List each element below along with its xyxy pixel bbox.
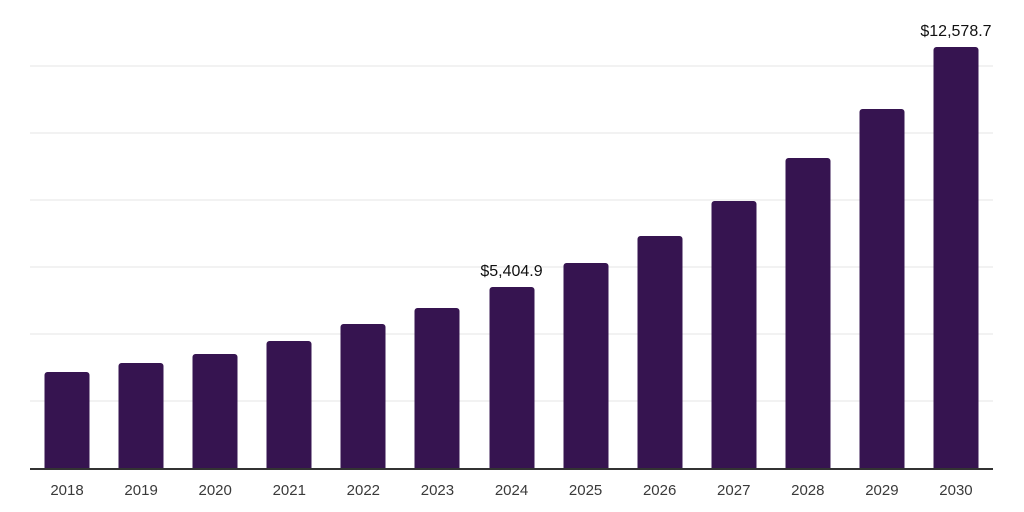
x-axis: 2018 2019 2020 2021 2022 2023 2024 2025 2026 2027… [30, 482, 993, 499]
bar-band [326, 1, 400, 468]
bar-band [104, 1, 178, 468]
x-axis-tick-label: 2025 [568, 482, 603, 499]
bar-2027 [711, 201, 757, 468]
bar-2025 [563, 263, 609, 468]
x-axis-tick-label: 2027 [717, 482, 751, 499]
x-axis-tick-label: 2029 [865, 482, 899, 499]
gridline [30, 65, 993, 67]
gridline [30, 132, 993, 134]
bar-value-label: $5,404.9 [480, 263, 543, 280]
bar-2021 [266, 341, 312, 468]
x-axis-tick-label: 2019 [124, 482, 158, 499]
plot-area: $5,404.9 $12,578.7 [30, 1, 993, 470]
bar-2022 [340, 324, 386, 468]
bar-band [30, 1, 104, 468]
bar-2024 [489, 287, 534, 468]
bar-2019 [118, 363, 164, 468]
gridline [30, 199, 993, 201]
bar-2020 [192, 354, 238, 468]
x-axis-tick-label: 2020 [198, 482, 232, 499]
bar-2028 [785, 158, 831, 468]
x-axis-tick-label: 2022 [346, 482, 381, 499]
x-axis-tick-label: 2024 [494, 482, 529, 499]
bar-2023 [414, 308, 460, 468]
bar-band [549, 1, 623, 468]
bar-band [623, 1, 697, 468]
bar-series: $5,404.9 $12,578.7 [30, 1, 993, 468]
bar-band [697, 1, 771, 468]
x-axis-tick-label: 2018 [50, 482, 84, 499]
x-axis-tick-label: 2028 [791, 482, 825, 499]
bar-band [400, 1, 474, 468]
bar-2026 [637, 236, 683, 468]
bar-2018 [44, 372, 90, 468]
gridline [30, 266, 993, 268]
x-axis-tick-label: 2026 [642, 482, 677, 499]
x-axis-tick-label: 2023 [420, 482, 455, 499]
bar-2029 [859, 109, 905, 468]
bar-band [178, 1, 252, 468]
bar-band: $5,404.9 [474, 1, 548, 468]
bar-band [771, 1, 845, 468]
x-axis-tick-label: 2021 [272, 482, 306, 499]
bar-band: $12,578.7 [919, 1, 993, 468]
bar-band [252, 1, 326, 468]
bar-band [845, 1, 919, 468]
x-axis-tick-label: 2030 [939, 482, 973, 499]
bar-2030 [933, 47, 979, 468]
bar-value-label: $12,578.7 [920, 23, 992, 40]
